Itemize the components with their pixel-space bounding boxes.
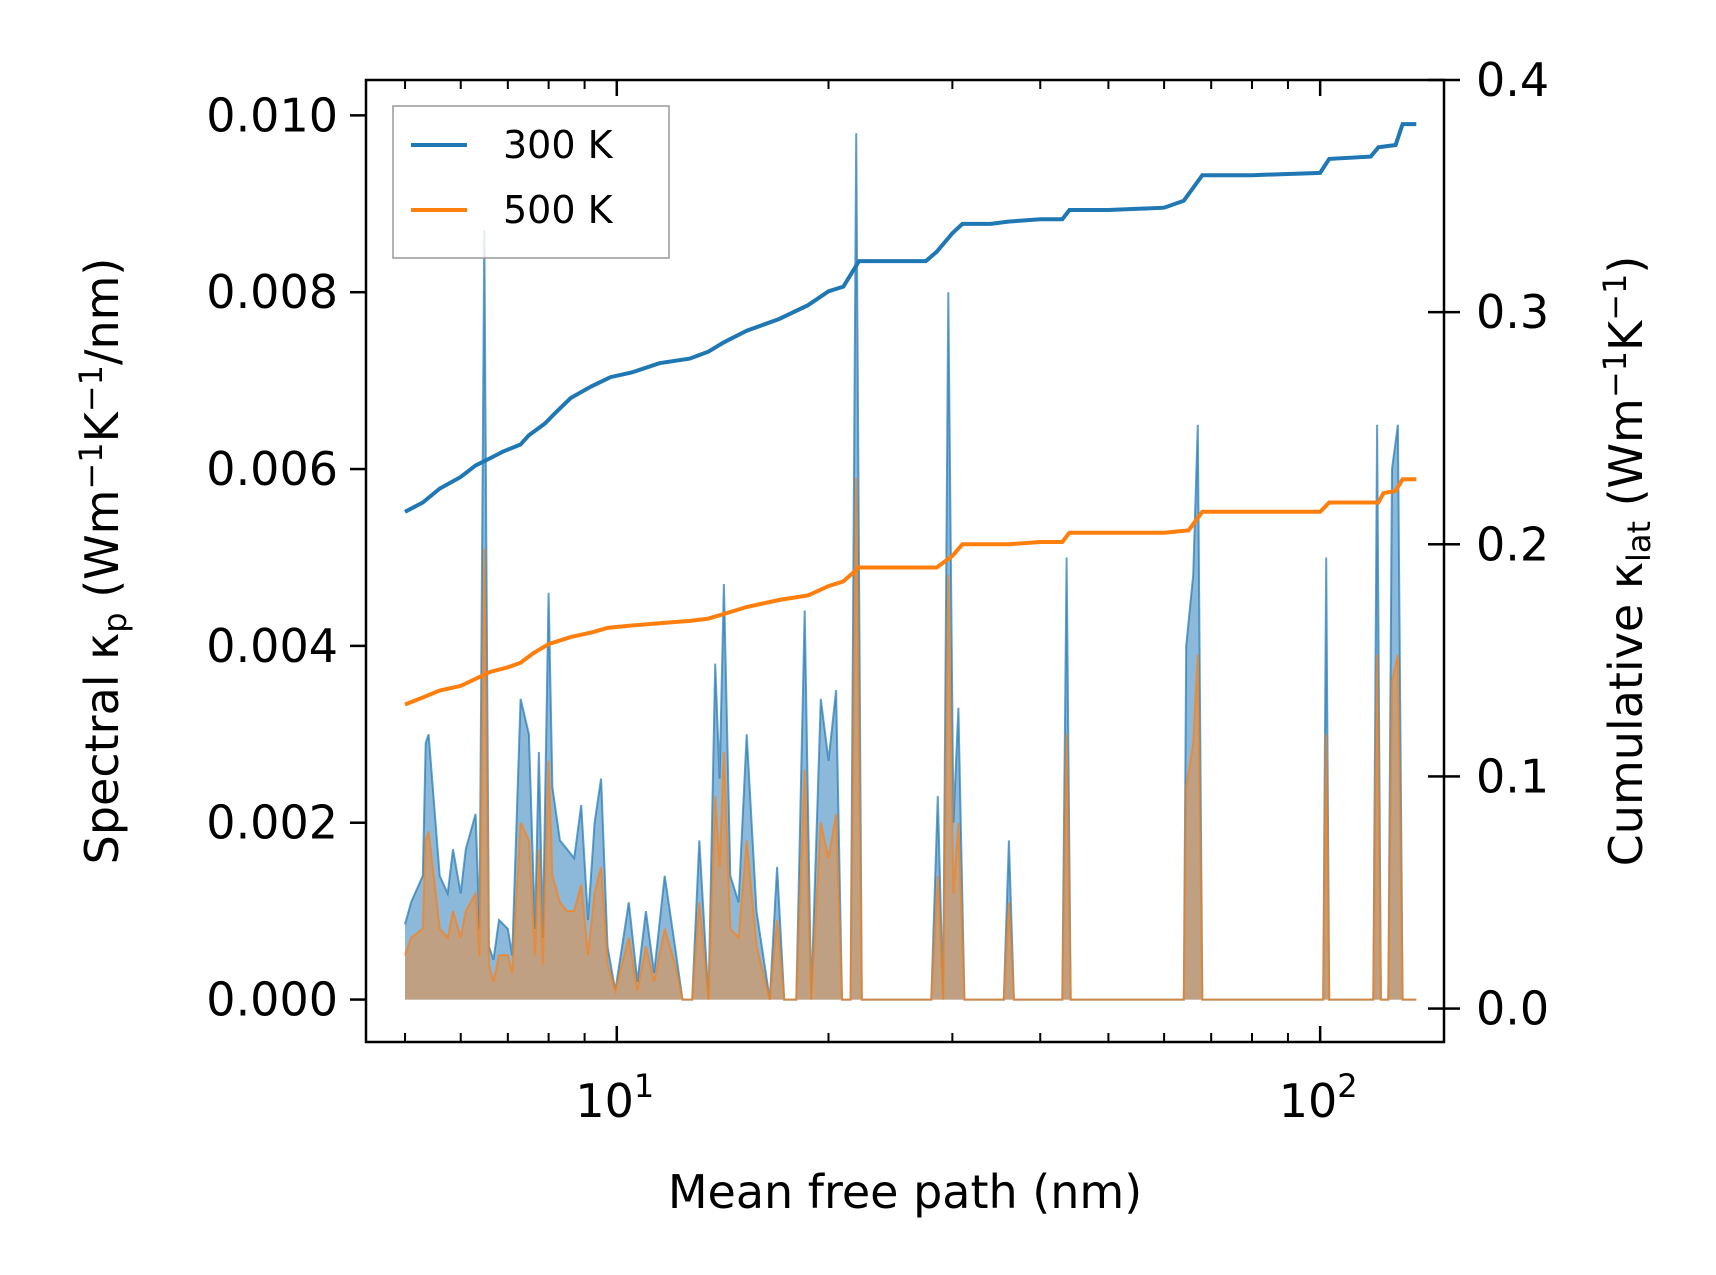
- x-axis-label: Mean free path (nm): [668, 1165, 1142, 1219]
- plot-frame: [364, 78, 1446, 1044]
- spectral-fills: [404, 133, 1417, 1001]
- legend-label-300k: 300 K: [503, 123, 614, 167]
- y-right-tick-label: 0.2: [1476, 517, 1549, 571]
- y-left-label-main: Spectral κ: [75, 633, 129, 865]
- y-right-label-units2: K: [1599, 319, 1653, 351]
- cumulative-lines: [404, 122, 1417, 707]
- cumulative-line-300k: [404, 122, 1417, 514]
- y-left-label-sup2: −1: [72, 365, 110, 412]
- y-right-label-sup1: −1: [1596, 351, 1634, 398]
- y-right-tick-label: 0.1: [1476, 749, 1549, 803]
- y-right-label-units: (Wm: [1599, 398, 1653, 521]
- x-axis-ticks: 101 102: [404, 80, 1358, 1128]
- y-left-label-sub: p: [96, 612, 134, 632]
- y-right-tick-label: 0.4: [1476, 53, 1549, 107]
- spectral-area-500k: [405, 477, 1417, 1000]
- y-left-label-units: (Wm: [75, 490, 129, 613]
- y-left-label-units2: K: [75, 410, 129, 442]
- y-left-tick-label: 0.002: [206, 796, 338, 850]
- y-left-label-units3: /nm): [75, 258, 129, 365]
- x-tick-base: 10: [1279, 1074, 1338, 1128]
- y-right-label-sub: lat: [1620, 521, 1658, 562]
- y-left-tick-label: 0.000: [206, 973, 338, 1027]
- y-left-tick-label: 0.010: [206, 88, 338, 142]
- y-left-tick-label: 0.004: [206, 619, 338, 673]
- y-left-label-sup1: −1: [72, 442, 110, 489]
- y-left-tick-label: 0.006: [206, 442, 338, 496]
- spectral-line-500k: [404, 477, 1417, 1001]
- x-tick-label: 102: [1279, 1067, 1358, 1128]
- cumulative-line-500k: [404, 477, 1417, 707]
- x-tick-label: 101: [575, 1067, 654, 1128]
- legend-label-500k: 500 K: [503, 188, 614, 232]
- y-right-axis-label: Cumulative κlat (Wm−1K−1): [1596, 256, 1658, 867]
- y-right-tick-label: 0.0: [1476, 982, 1549, 1036]
- x-tick-exponent: 2: [1337, 1067, 1357, 1105]
- y-right-label-units3: ): [1599, 256, 1653, 274]
- y-left-tick-label: 0.008: [206, 265, 338, 319]
- y-right-axis-ticks: 0.0 0.1 0.2 0.3 0.4: [1428, 53, 1549, 1036]
- y-right-tick-label: 0.3: [1476, 285, 1549, 339]
- y-right-label-sup2: −1: [1596, 274, 1634, 321]
- y-left-axis-ticks: 0.000 0.002 0.004 0.006 0.008 0.010: [206, 88, 366, 1027]
- x-tick-exponent: 1: [634, 1067, 654, 1105]
- x-tick-base: 10: [575, 1074, 634, 1128]
- y-left-axis-label: Spectral κp (Wm−1K−1/nm): [72, 258, 134, 865]
- y-right-label-main: Cumulative κ: [1599, 562, 1653, 866]
- legend: 300 K 500 K: [392, 105, 670, 259]
- legend-box: [392, 105, 670, 259]
